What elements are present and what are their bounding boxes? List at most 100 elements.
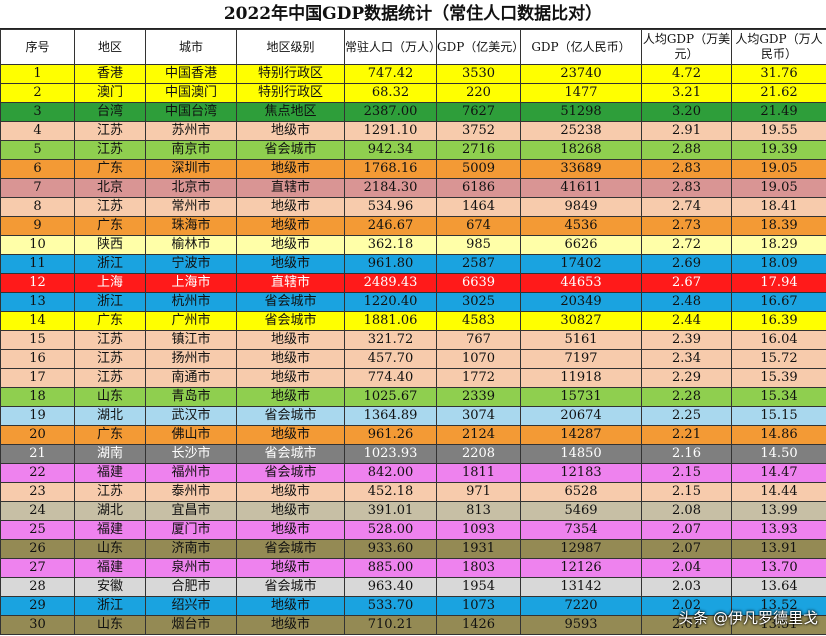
cell-gdp-per-capita-usd: 2.39 [641,330,732,350]
cell-gdp-usd: 220 [436,83,521,103]
cell-population: 747.42 [344,64,437,84]
cell-gdp-per-capita-usd: 2.83 [641,159,732,179]
cell-index: 17 [0,368,75,388]
cell-level: 省会城市 [236,140,345,160]
cell-gdp-usd: 1772 [436,368,521,388]
cell-gdp-per-capita-usd: 2.16 [641,444,732,464]
cell-gdp-cny: 14287 [520,425,642,445]
cell-index: 6 [0,159,75,179]
cell-region: 江苏 [74,482,146,502]
cell-gdp-per-capita-usd: 2.21 [641,425,732,445]
cell-gdp-cny: 20349 [520,292,642,312]
cell-gdp-usd: 3752 [436,121,521,141]
header-gdp-per-capita-usd: 人均GDP（万美元） [641,29,732,65]
cell-index: 30 [0,615,75,635]
cell-city: 绍兴市 [145,596,237,616]
cell-level: 地级市 [236,254,345,274]
table-row: 17 江苏 南通市 地级市 774.40 1772 11918 2.29 15.39 [0,368,826,388]
cell-gdp-per-capita-cny: 18.29 [731,235,826,255]
cell-gdp-per-capita-usd: 2.28 [641,387,732,407]
cell-index: 8 [0,197,75,217]
cell-gdp-per-capita-usd: 2.34 [641,349,732,369]
cell-index: 25 [0,520,75,540]
table-row: 8 江苏 常州市 地级市 534.96 1464 9849 2.74 18.41 [0,197,826,217]
cell-index: 15 [0,330,75,350]
cell-gdp-per-capita-cny: 19.55 [731,121,826,141]
cell-index: 2 [0,83,75,103]
cell-population: 2387.00 [344,102,437,122]
cell-gdp-cny: 51298 [520,102,642,122]
cell-gdp-per-capita-cny: 18.09 [731,254,826,274]
cell-gdp-per-capita-usd: 2.72 [641,235,732,255]
cell-region: 陕西 [74,235,146,255]
table-row: 6 广东 深圳市 地级市 1768.16 5009 33689 2.83 19.05 [0,159,826,179]
cell-gdp-per-capita-cny: 13.64 [731,577,826,597]
cell-gdp-per-capita-usd: 2.73 [641,216,732,236]
cell-city: 长沙市 [145,444,237,464]
cell-level: 地级市 [236,501,345,521]
cell-city: 榆林市 [145,235,237,255]
cell-index: 3 [0,102,75,122]
cell-gdp-usd: 971 [436,482,521,502]
cell-city: 合肥市 [145,577,237,597]
cell-region: 广东 [74,159,146,179]
cell-index: 26 [0,539,75,559]
cell-level: 直辖市 [236,273,345,293]
cell-gdp-per-capita-cny: 15.72 [731,349,826,369]
cell-region: 浙江 [74,254,146,274]
cell-gdp-usd: 813 [436,501,521,521]
cell-level: 地级市 [236,425,345,445]
cell-gdp-per-capita-usd: 2.48 [641,292,732,312]
cell-city: 福州市 [145,463,237,483]
table-row: 29 浙江 绍兴市 地级市 533.70 1073 7220 2.02 13.52 [0,596,826,616]
cell-gdp-per-capita-cny: 21.49 [731,102,826,122]
table-row: 27 福建 泉州市 地级市 885.00 1803 12126 2.04 13.70 [0,558,826,578]
cell-gdp-cny: 1477 [520,83,642,103]
cell-gdp-per-capita-usd: 2.74 [641,197,732,217]
table-row: 25 福建 厦门市 地级市 528.00 1093 7354 2.07 13.93 [0,520,826,540]
cell-gdp-usd: 3025 [436,292,521,312]
cell-region: 香港 [74,64,146,84]
cell-gdp-per-capita-usd: 2.01 [641,615,732,635]
cell-level: 地级市 [236,558,345,578]
cell-city: 宜昌市 [145,501,237,521]
cell-region: 浙江 [74,596,146,616]
cell-gdp-usd: 1070 [436,349,521,369]
cell-level: 地级市 [236,216,345,236]
cell-population: 1025.67 [344,387,437,407]
cell-index: 19 [0,406,75,426]
cell-population: 1023.93 [344,444,437,464]
table-row: 19 湖北 武汉市 省会城市 1364.89 3074 20674 2.25 15.15 [0,406,826,426]
cell-gdp-per-capita-cny: 13.51 [731,615,826,635]
cell-level: 地级市 [236,482,345,502]
cell-city: 常州市 [145,197,237,217]
header-population: 常驻人口（万人） [344,29,437,65]
cell-region: 山东 [74,615,146,635]
cell-level: 省会城市 [236,292,345,312]
cell-gdp-cny: 33689 [520,159,642,179]
cell-level: 地级市 [236,330,345,350]
table-row: 7 北京 北京市 直辖市 2184.30 6186 41611 2.83 19.05 [0,178,826,198]
cell-gdp-cny: 9593 [520,615,642,635]
cell-gdp-usd: 2124 [436,425,521,445]
cell-gdp-cny: 17402 [520,254,642,274]
table-row: 4 江苏 苏州市 地级市 1291.10 3752 25238 2.91 19.55 [0,121,826,141]
cell-level: 省会城市 [236,406,345,426]
cell-city: 北京市 [145,178,237,198]
cell-gdp-per-capita-usd: 2.67 [641,273,732,293]
cell-gdp-per-capita-usd: 3.21 [641,83,732,103]
cell-gdp-usd: 1426 [436,615,521,635]
cell-city: 上海市 [145,273,237,293]
cell-level: 省会城市 [236,539,345,559]
cell-city: 扬州市 [145,349,237,369]
cell-gdp-cny: 4536 [520,216,642,236]
cell-gdp-usd: 1073 [436,596,521,616]
cell-city: 珠海市 [145,216,237,236]
cell-gdp-per-capita-cny: 13.99 [731,501,826,521]
cell-index: 27 [0,558,75,578]
cell-gdp-cny: 6528 [520,482,642,502]
cell-gdp-usd: 985 [436,235,521,255]
cell-index: 29 [0,596,75,616]
cell-population: 391.01 [344,501,437,521]
cell-gdp-per-capita-cny: 15.34 [731,387,826,407]
